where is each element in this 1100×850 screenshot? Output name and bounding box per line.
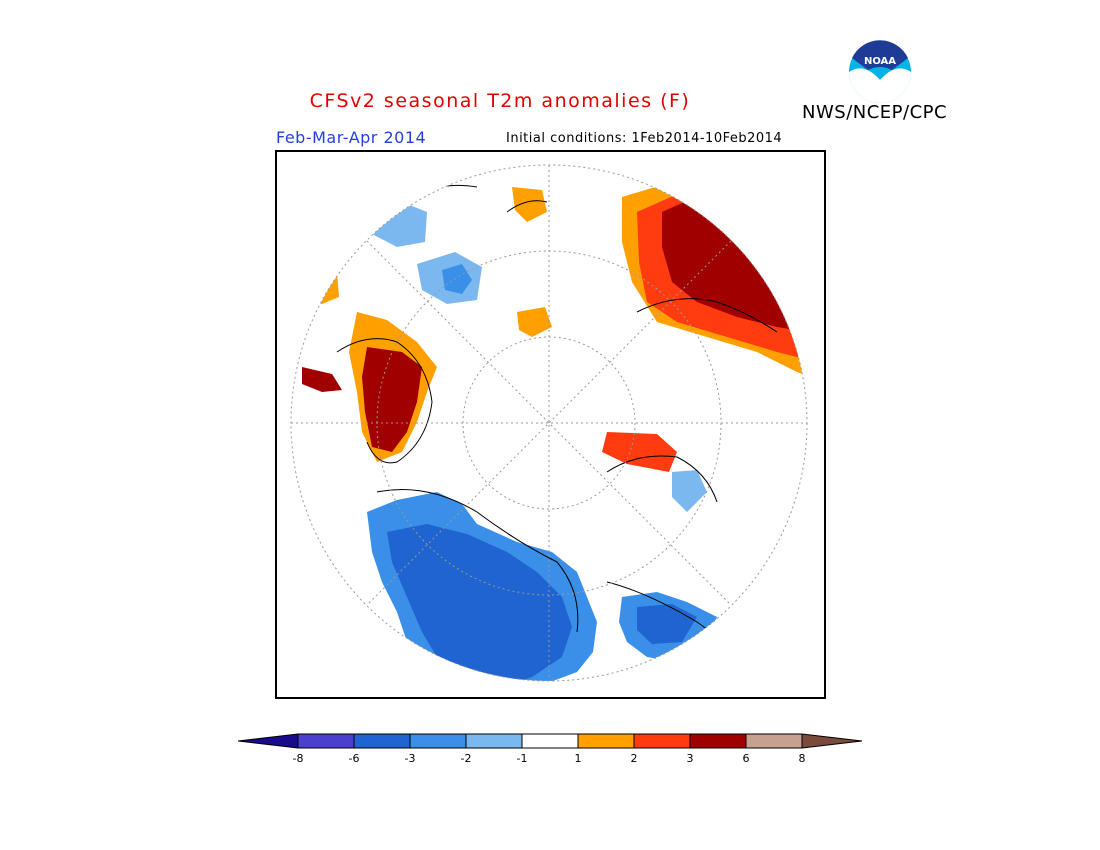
cold-anomaly-siberia-small <box>672 470 707 512</box>
warm-anomaly-greenland-core <box>362 347 422 452</box>
warm-anomaly-alaska-coast <box>302 272 339 304</box>
colorbar-tick-label: 6 <box>742 752 750 765</box>
colorbar-cell-neg2-neg1 <box>466 734 522 748</box>
colorbar-tick-label: -3 <box>404 752 416 765</box>
colorbar-cell-pos2-pos3 <box>634 734 690 748</box>
colorbar-cell-pos6-pos8 <box>746 734 802 748</box>
colorbar-cell-gt-pos8 <box>802 734 862 748</box>
season-label: Feb-Mar-Apr 2014 <box>276 128 427 147</box>
colorbar-tick-label: -2 <box>460 752 472 765</box>
warm-anomaly-baffin <box>302 367 342 392</box>
colorbar-cell-neg1-pos1 <box>522 734 578 748</box>
colorbar-tick-label: -1 <box>516 752 528 765</box>
cold-anomaly-iceland <box>372 200 427 247</box>
warm-anomaly-russia-core <box>662 194 807 332</box>
colorbar-tick-label: 2 <box>630 752 638 765</box>
chart-title: CFSv2 seasonal T2m anomalies (F) <box>309 90 691 112</box>
warm-anomaly-china <box>602 432 677 472</box>
colorbar-tick-label: 1 <box>574 752 582 765</box>
initial-conditions-label: Initial conditions: 1Feb2014-10Feb2014 <box>506 131 783 146</box>
polar-map <box>275 150 826 699</box>
noaa-logo: NOAA <box>849 40 911 103</box>
colorbar-cell-neg8-neg6 <box>298 734 354 748</box>
cold-anomaly-east-asia-core <box>637 604 697 644</box>
logo-text: NOAA <box>864 56 896 67</box>
warm-anomaly-canada-coast <box>517 307 552 337</box>
colorbar-tick-label: -8 <box>292 752 304 765</box>
colorbar-tick-label: 3 <box>686 752 694 765</box>
hemisphere-boundary <box>290 164 808 682</box>
colorbar-tick-label: -6 <box>348 752 360 765</box>
agency-label: NWS/NCEP/CPC <box>802 102 948 123</box>
colorbar <box>238 733 862 749</box>
cold-anomaly-north-atlantic <box>442 264 472 294</box>
colorbar-tick-label: 8 <box>798 752 806 765</box>
colorbar-cell-pos3-pos6 <box>690 734 746 748</box>
colorbar-cell-pos1-pos2 <box>578 734 634 748</box>
warm-anomaly-scandinavia <box>512 187 547 222</box>
colorbar-cell-neg6-neg3 <box>354 734 410 748</box>
colorbar-cell-lt-neg8 <box>238 734 298 748</box>
colorbar-cell-neg3-neg2 <box>410 734 466 748</box>
cold-anomaly-core-na <box>387 524 572 681</box>
graticule <box>291 165 807 681</box>
